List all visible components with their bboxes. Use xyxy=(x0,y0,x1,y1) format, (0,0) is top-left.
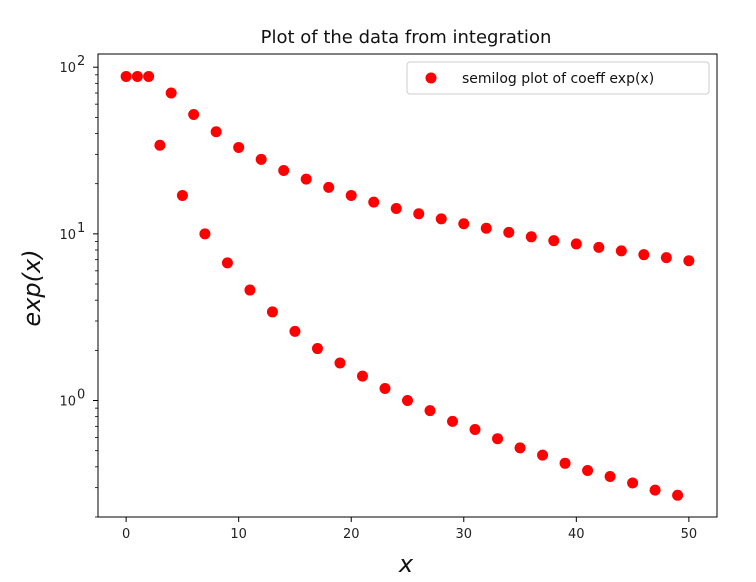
x-axis-label: x xyxy=(398,550,414,578)
data-point xyxy=(143,70,155,82)
data-point xyxy=(570,238,582,250)
data-point xyxy=(334,357,346,369)
x-tick-label: 10 xyxy=(230,527,247,542)
data-point xyxy=(627,477,639,489)
y-tick-exponent: 1 xyxy=(77,221,85,236)
data-point xyxy=(154,139,166,151)
data-point xyxy=(278,164,290,176)
x-tick-label: 30 xyxy=(455,527,472,542)
x-tick-label: 20 xyxy=(343,527,360,542)
data-point xyxy=(582,465,594,477)
data-point xyxy=(435,213,447,225)
data-point xyxy=(458,218,470,230)
data-point xyxy=(559,457,571,469)
legend: semilog plot of coeff exp(x) xyxy=(406,61,710,95)
data-point xyxy=(379,383,391,395)
data-point xyxy=(210,126,222,138)
x-tick-label: 0 xyxy=(122,527,130,542)
data-point xyxy=(199,228,211,240)
data-point xyxy=(469,423,481,435)
chart-title: Plot of the data from integration xyxy=(261,27,552,48)
legend-marker xyxy=(425,72,437,84)
data-point xyxy=(188,109,200,121)
data-point xyxy=(638,249,650,261)
x-tick-label: 50 xyxy=(681,527,698,542)
legend-label: semilog plot of coeff exp(x) xyxy=(462,71,654,87)
y-tick-label: 10 xyxy=(59,395,76,410)
y-axis-label: exp(x) xyxy=(18,249,46,326)
data-point xyxy=(368,196,380,208)
data-point xyxy=(514,442,526,454)
y-tick-label: 10 xyxy=(59,228,76,243)
data-point xyxy=(413,208,425,220)
data-point xyxy=(593,241,605,253)
data-point xyxy=(323,181,335,193)
data-point xyxy=(289,325,301,337)
data-point xyxy=(345,189,357,201)
legend-box xyxy=(406,61,710,95)
data-point xyxy=(604,470,616,482)
data-point xyxy=(525,231,537,243)
data-point xyxy=(311,343,323,355)
data-point xyxy=(300,173,312,185)
x-tick-label: 40 xyxy=(568,527,585,542)
data-point xyxy=(221,257,233,269)
data-point xyxy=(266,306,278,318)
data-point xyxy=(131,70,143,82)
data-point xyxy=(424,405,436,417)
data-point xyxy=(615,245,627,257)
data-point xyxy=(683,255,695,267)
data-point xyxy=(480,222,492,234)
data-point xyxy=(176,189,188,201)
data-point xyxy=(503,226,515,238)
data-point xyxy=(402,395,413,407)
data-point xyxy=(548,235,560,247)
data-point xyxy=(165,87,177,99)
plot-frame xyxy=(97,53,718,518)
y-tick-exponent: 0 xyxy=(77,388,85,403)
data-point xyxy=(233,141,245,153)
data-point xyxy=(120,70,132,82)
data-point xyxy=(255,153,267,165)
data-point xyxy=(244,284,256,296)
data-point xyxy=(492,433,504,445)
data-point xyxy=(649,484,661,496)
data-point xyxy=(672,489,684,501)
data-point xyxy=(537,449,549,461)
data-point xyxy=(660,252,672,264)
y-tick-exponent: 2 xyxy=(77,54,85,69)
data-point xyxy=(356,370,368,382)
data-point xyxy=(447,415,459,427)
y-tick-label: 10 xyxy=(59,61,76,76)
data-point xyxy=(390,202,402,214)
